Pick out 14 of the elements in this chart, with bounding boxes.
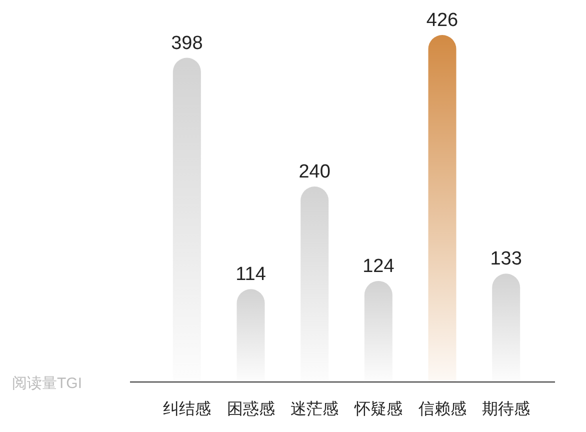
data-label: 124 [362,256,395,277]
x-tick-label: 怀疑感 [353,400,402,418]
data-label: 240 [298,162,330,183]
data-label: 398 [171,32,203,54]
bar [428,35,456,382]
y-axis-title: 阅读量TGI [12,375,82,392]
data-label: 114 [236,264,266,286]
x-tick-label: 困惑感 [226,400,275,418]
x-tick-label: 迷茫感 [290,400,339,418]
data-label: 426 [426,10,458,31]
x-tick-label: 期待感 [482,400,530,418]
data-label: 133 [490,248,522,270]
x-tick-label: 信赖感 [418,400,466,418]
x-tick-label: 纠结感 [162,400,211,418]
